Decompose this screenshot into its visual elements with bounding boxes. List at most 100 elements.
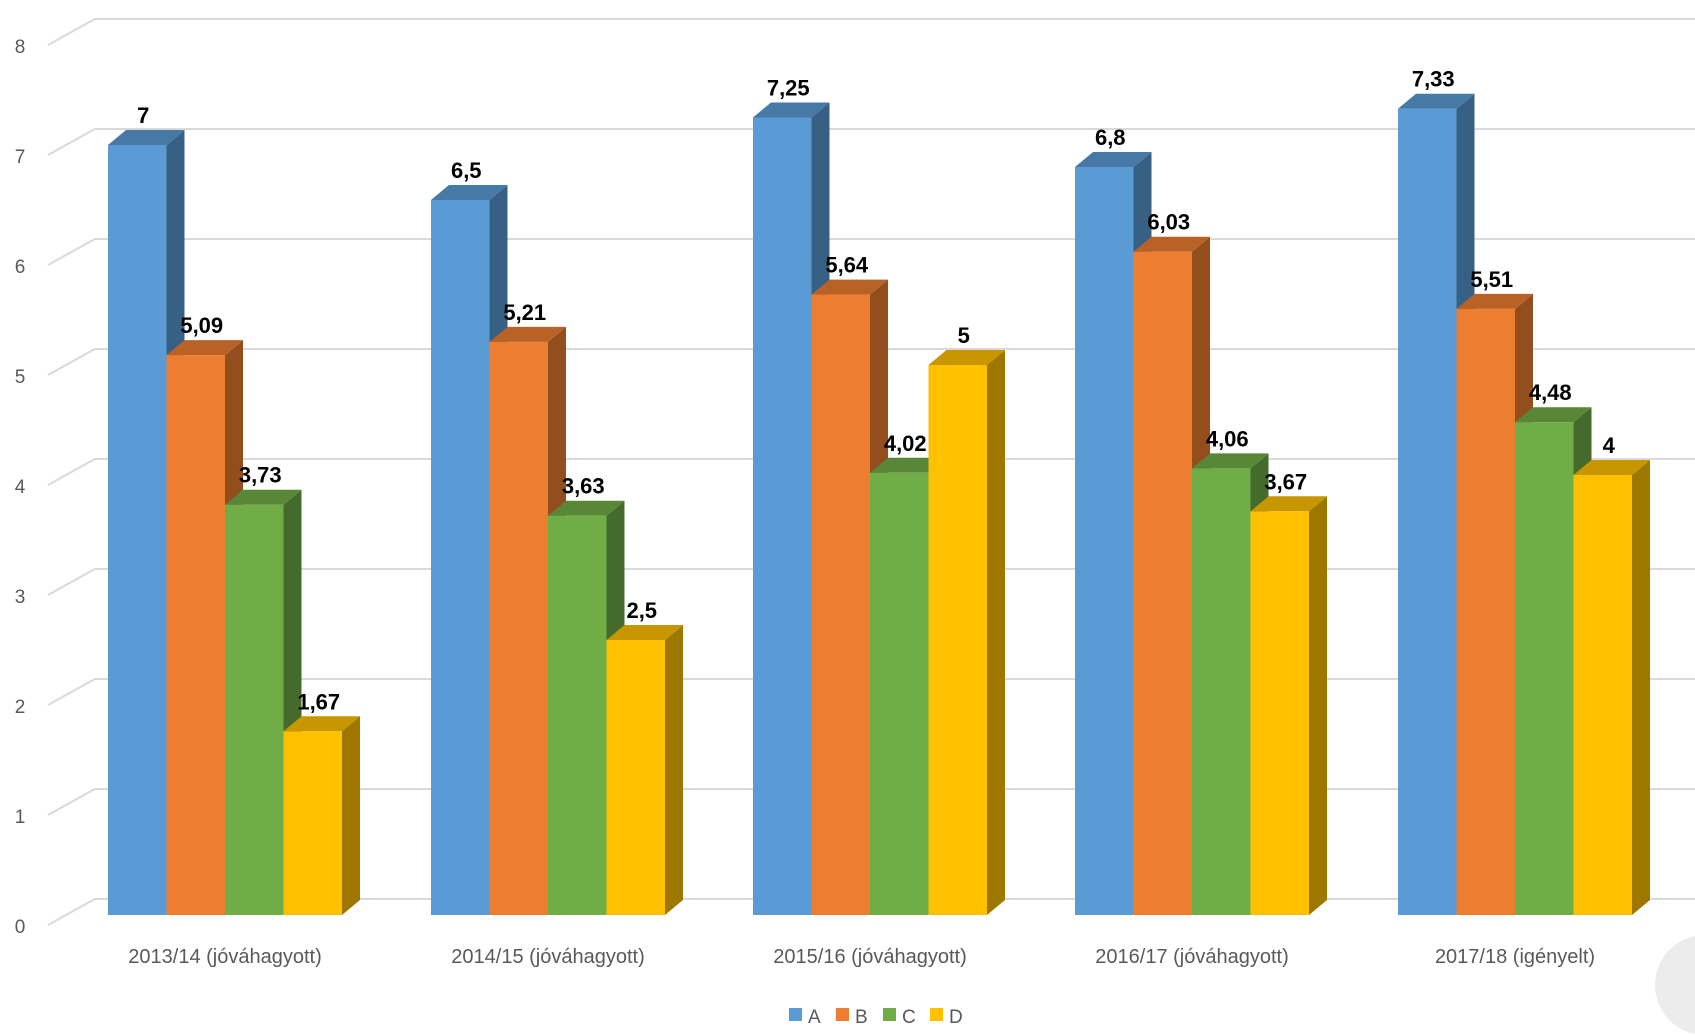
x-tick-label: 2015/16 (jóváhagyott) <box>773 946 966 968</box>
legend-swatch <box>930 1008 943 1021</box>
legend-item-A: A <box>789 1007 821 1028</box>
bar-top <box>1515 407 1592 423</box>
legend-item-C: C <box>883 1007 916 1028</box>
data-label: 3,67 <box>1264 469 1307 494</box>
bar-top <box>753 102 830 118</box>
y-tick-label: 4 <box>15 477 26 498</box>
data-labels: 7 5,09 3,73 1,67 6,5 5,21 3,63 2,5 7,25 5,64 4,02 5… <box>137 67 1616 715</box>
legend-label: B <box>855 1007 868 1025</box>
data-label: 5 <box>958 323 970 348</box>
bar-D-2 <box>606 625 683 915</box>
bar-top <box>283 716 360 732</box>
bar-front <box>1250 511 1309 915</box>
bar-side <box>342 716 360 915</box>
legend-label: D <box>949 1007 963 1025</box>
data-label: 5,21 <box>503 300 546 325</box>
y-tick-label: 6 <box>15 257 26 278</box>
legend-swatch <box>883 1008 896 1021</box>
bar-top <box>811 279 888 295</box>
data-label: 4,06 <box>1206 426 1249 451</box>
bar-top <box>108 130 185 145</box>
data-label: 4,02 <box>884 431 927 456</box>
x-tick-label: 2016/17 (jóváhagyott) <box>1095 946 1288 968</box>
data-label: 7,33 <box>1412 67 1455 92</box>
data-label: 3,63 <box>562 474 605 499</box>
bar-front <box>753 117 812 915</box>
bar-D-1 <box>283 716 360 915</box>
bar-top <box>1573 460 1650 475</box>
bar-front <box>870 472 929 915</box>
x-tick-label: 2017/18 (igényelt) <box>1435 946 1595 968</box>
data-label: 7 <box>137 103 149 128</box>
bar-top <box>166 340 243 356</box>
data-label: 7,25 <box>767 76 810 101</box>
bar-top <box>1456 293 1533 309</box>
bar-front <box>811 294 870 916</box>
data-label: 4,48 <box>1529 380 1572 405</box>
bar-front <box>108 145 167 915</box>
gridline-side <box>47 128 96 156</box>
bar-front <box>1133 251 1192 915</box>
legend-item-B: B <box>836 1007 868 1028</box>
bar-side <box>1632 460 1650 915</box>
bar-front <box>1515 422 1574 915</box>
data-label: 5,51 <box>1470 267 1513 292</box>
bar-top <box>870 457 947 473</box>
bar-top <box>928 350 1005 365</box>
bar-front <box>548 515 607 915</box>
x-tick-label: 2014/15 (jóváhagyott) <box>451 946 644 968</box>
bar-front <box>1398 108 1457 915</box>
y-tick-label: 8 <box>15 37 26 58</box>
bar-front <box>225 504 284 915</box>
data-label: 2,5 <box>626 598 657 623</box>
gridline-side <box>47 898 96 926</box>
bar-top <box>1250 496 1327 512</box>
bar-D-5 <box>1573 460 1650 915</box>
bar-side <box>1309 496 1327 915</box>
bar-front <box>1075 167 1134 915</box>
bar-front <box>1573 475 1632 915</box>
y-tick-label: 0 <box>15 917 26 938</box>
bar-side <box>665 625 683 915</box>
x-tick-label: 2013/14 (jóváhagyott) <box>128 946 321 968</box>
y-tick-label: 3 <box>15 587 26 608</box>
bar-front <box>166 355 225 916</box>
bar-C-2 <box>548 500 625 915</box>
legend-item-D: D <box>930 1007 963 1028</box>
bar-top <box>1075 152 1152 167</box>
gridline-side <box>47 568 96 596</box>
data-label: 6,03 <box>1147 210 1190 235</box>
data-label: 6,8 <box>1095 125 1126 150</box>
gridline-side <box>47 348 96 376</box>
y-tick-label: 7 <box>15 147 26 168</box>
y-tick-label: 2 <box>15 697 26 718</box>
bar-top <box>1192 453 1269 469</box>
bar-front <box>928 365 987 915</box>
data-label: 4 <box>1603 433 1616 458</box>
data-label: 5,64 <box>825 253 869 278</box>
y-tick-label: 1 <box>15 807 26 828</box>
gridline-side <box>47 678 96 706</box>
legend-swatch <box>789 1008 802 1021</box>
gridline-side <box>47 238 96 266</box>
bar-front <box>283 731 342 915</box>
legend-label: A <box>808 1007 821 1025</box>
bar-D-3 <box>928 350 1005 915</box>
bar-top <box>606 625 683 640</box>
bar-D-4 <box>1250 496 1327 915</box>
legend: A B C D <box>789 1007 963 1028</box>
bar-top <box>1133 236 1210 252</box>
data-label: 1,67 <box>297 689 340 714</box>
bar-top <box>548 500 625 516</box>
gridline-side <box>47 18 96 46</box>
gridline-side <box>47 788 96 816</box>
data-label: 6,5 <box>451 158 482 183</box>
bars <box>108 93 1650 916</box>
data-label: 3,73 <box>239 463 282 488</box>
bar-front <box>1192 468 1251 915</box>
bar-B-3 <box>811 279 888 916</box>
gridline-side <box>47 458 96 486</box>
bar-front <box>489 341 548 915</box>
